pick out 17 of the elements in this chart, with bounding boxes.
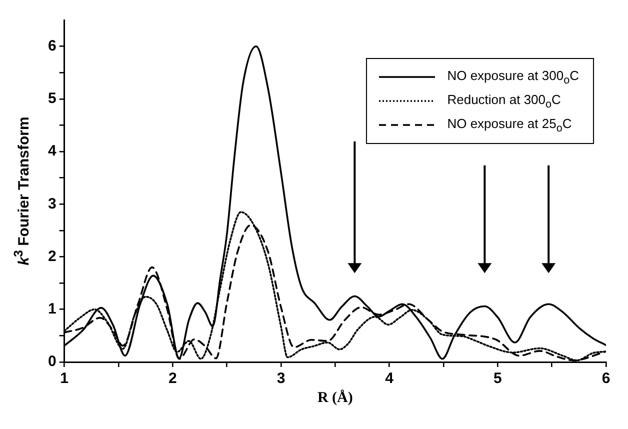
legend-label: NO exposure at 25$_{o}$C: [447, 116, 572, 134]
x-tick-label: 2: [168, 370, 177, 388]
x-tick-label: 1: [60, 370, 69, 388]
x-axis-title: R (Å): [317, 390, 353, 407]
y-tick-label: 6: [48, 37, 56, 54]
legend-label: NO exposure at 300$_{o}$C: [447, 68, 579, 86]
x-tick-label: 4: [385, 370, 394, 388]
x-tick-label: 6: [602, 370, 610, 388]
x-tick-label: 3: [276, 370, 286, 388]
y-tick-label: 2: [48, 248, 56, 265]
y-tick-label: 0: [48, 353, 56, 370]
y-tick-label: 5: [48, 90, 56, 108]
y-tick-label: 1: [48, 300, 56, 318]
y-tick-label: 4: [48, 142, 57, 160]
y-tick-label: 3: [48, 195, 56, 212]
x-tick-label: 5: [493, 370, 502, 388]
legend-label: Reduction at 300$_{o}$C: [447, 92, 561, 110]
